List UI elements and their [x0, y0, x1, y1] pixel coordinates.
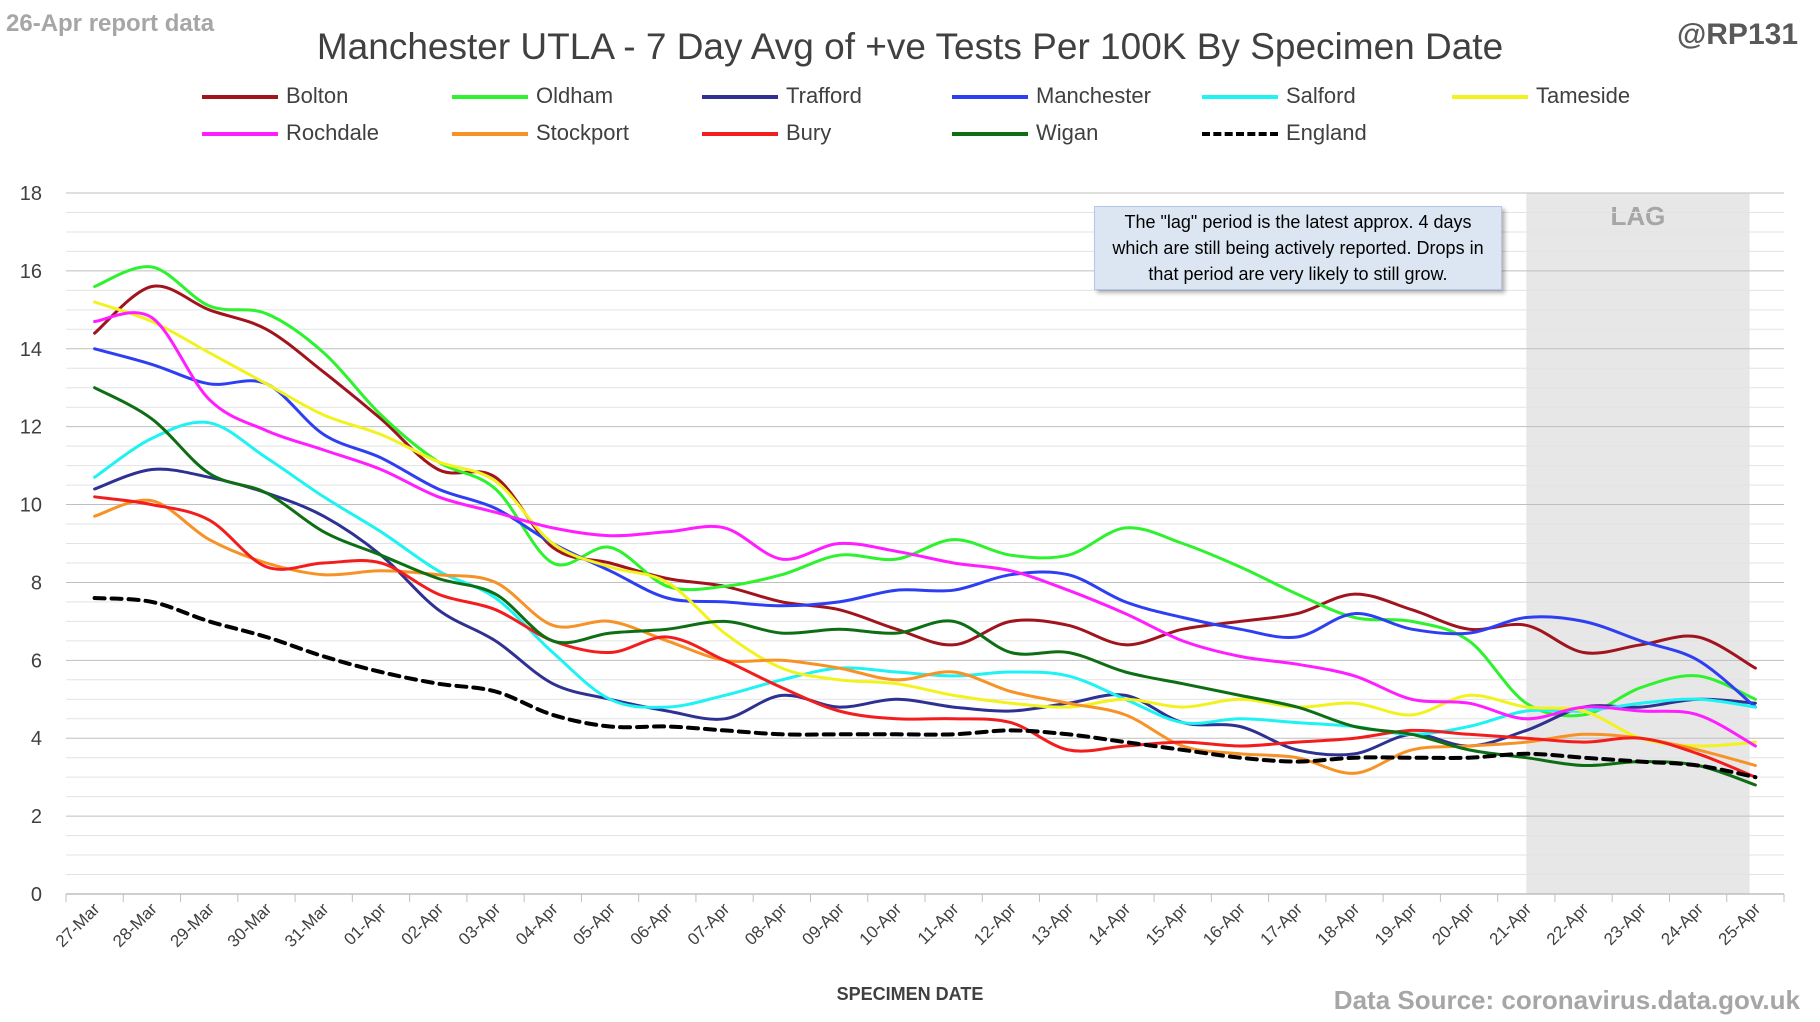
x-tick-label: 18-Apr: [1314, 899, 1364, 949]
series-line-tameside: [93, 300, 1757, 748]
series-line-bury: [93, 495, 1757, 779]
chart-title: Manchester UTLA - 7 Day Avg of +ve Tests…: [316, 26, 1504, 67]
series-line-stockport: [93, 498, 1757, 775]
x-tick-label: 09-Apr: [798, 899, 848, 949]
series-line-manchester: [93, 347, 1757, 709]
x-tick-label: 06-Apr: [627, 899, 677, 949]
series-line-oldham: [93, 265, 1757, 718]
legend-swatch: [1202, 132, 1278, 136]
legend-swatch: [702, 95, 778, 99]
x-tick-label: 04-Apr: [512, 899, 562, 949]
legend-label: Trafford: [786, 83, 862, 108]
legend-label: Oldham: [536, 83, 614, 108]
lag-note: The "lag" period is the latest approx. 4…: [1094, 206, 1502, 290]
y-tick-label: 14: [20, 339, 42, 361]
x-tick-label: 17-Apr: [1257, 899, 1307, 949]
x-tick-label: 30-Mar: [224, 899, 276, 951]
x-tick-label: 28-Mar: [109, 899, 161, 951]
x-tick-label: 29-Mar: [166, 899, 218, 951]
y-tick-label: 4: [31, 728, 42, 750]
y-tick-label: 12: [20, 417, 42, 439]
y-tick-label: 0: [31, 884, 42, 906]
legend-label: Stockport: [536, 120, 629, 145]
x-tick-label: 13-Apr: [1027, 899, 1077, 949]
legend-label: Salford: [1286, 83, 1356, 108]
series-line-rochdale: [93, 311, 1757, 748]
legend-swatch: [202, 132, 278, 136]
x-tick-label: 07-Apr: [684, 899, 734, 949]
report-date-tag: 26-Apr report data: [6, 10, 215, 37]
series-line-england: [92, 596, 1758, 780]
legend-label: England: [1286, 120, 1367, 145]
legend-swatch: [452, 132, 528, 136]
lag-label: LAG: [1611, 201, 1666, 231]
legend-label: Wigan: [1036, 120, 1099, 145]
data-source: Data Source: coronavirus.data.gov.uk: [1333, 985, 1800, 1015]
legend-label: Bury: [786, 120, 832, 145]
legend-label: Tameside: [1536, 83, 1631, 108]
x-tick-label: 15-Apr: [1142, 899, 1192, 949]
series-line-salford: [93, 420, 1757, 736]
x-tick-label: 03-Apr: [455, 899, 505, 949]
legend-label: Manchester: [1036, 83, 1151, 108]
legend-swatch: [952, 132, 1028, 136]
series-line-bolton: [93, 284, 1757, 670]
x-tick-label: 02-Apr: [398, 899, 448, 949]
legend-swatch: [202, 95, 278, 99]
x-tick-label: 24-Apr: [1657, 899, 1707, 949]
y-tick-label: 6: [31, 650, 42, 672]
x-tick-label: 10-Apr: [856, 899, 906, 949]
legend-label: Bolton: [286, 83, 349, 108]
x-tick-label: 20-Apr: [1428, 899, 1478, 949]
series-line-trafford: [93, 467, 1757, 757]
y-tick-label: 8: [31, 572, 42, 594]
x-tick-label: 19-Apr: [1371, 899, 1421, 949]
x-tick-label: 01-Apr: [340, 899, 390, 949]
x-tick-label: 12-Apr: [970, 899, 1020, 949]
legend-label: Rochdale: [286, 120, 379, 145]
x-tick-label: 23-Apr: [1600, 899, 1650, 949]
series-line-wigan: [93, 386, 1757, 787]
legend-swatch: [702, 132, 778, 136]
x-tick-label: 27-Mar: [52, 899, 104, 951]
legend-swatch: [452, 95, 528, 99]
x-tick-label: 14-Apr: [1085, 899, 1135, 949]
legend-swatch: [1452, 95, 1528, 99]
x-tick-label: 11-Apr: [914, 899, 963, 948]
legend-swatch: [1202, 95, 1278, 99]
y-tick-label: 2: [31, 806, 42, 828]
y-tick-label: 10: [20, 495, 42, 517]
x-axis-title: SPECIMEN DATE: [836, 984, 984, 1004]
x-tick-label: 08-Apr: [741, 899, 791, 949]
x-tick-label: 16-Apr: [1199, 899, 1249, 949]
x-tick-label: 25-Apr: [1715, 899, 1765, 949]
x-tick-label: 31-Mar: [281, 899, 333, 951]
y-tick-label: 16: [20, 261, 42, 283]
x-tick-label: 05-Apr: [569, 899, 619, 949]
legend-swatch: [952, 95, 1028, 99]
author-handle: @RP131: [1677, 18, 1798, 51]
x-tick-label: 21-Apr: [1486, 899, 1536, 949]
x-tick-label: 22-Apr: [1543, 899, 1593, 949]
y-tick-label: 18: [20, 183, 42, 205]
